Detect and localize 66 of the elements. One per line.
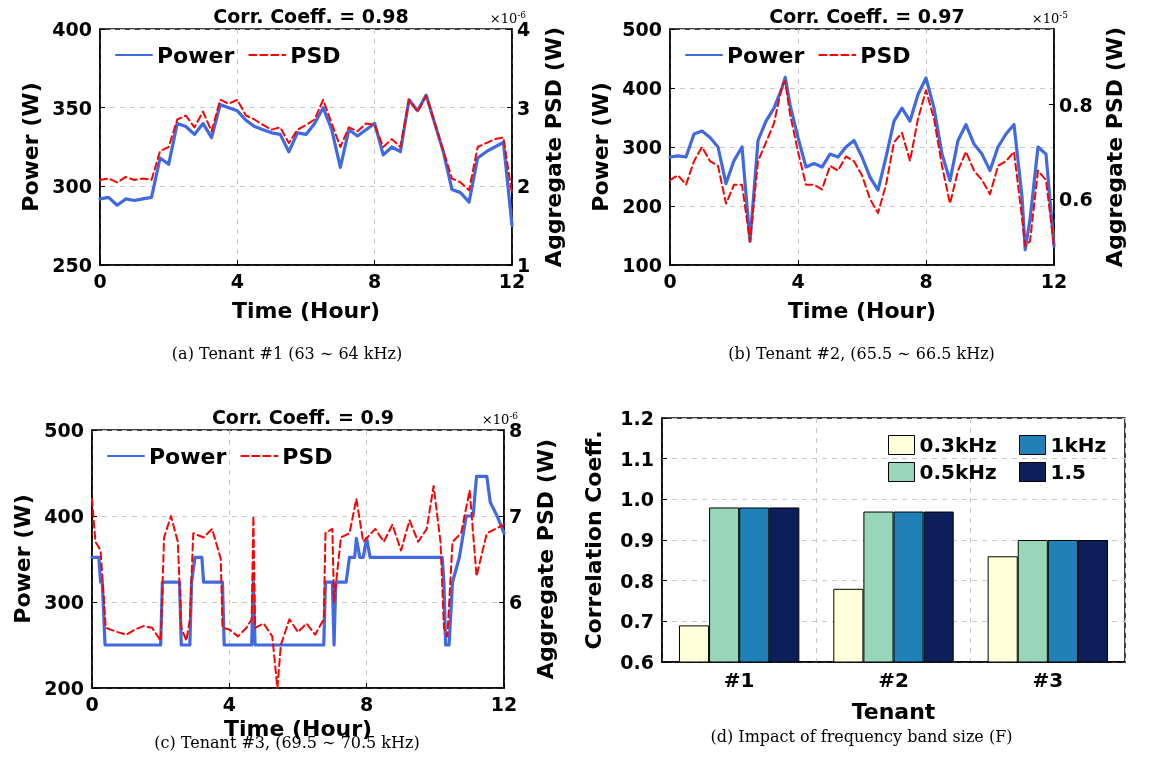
y2-tick-label: 3 — [517, 96, 531, 119]
x-tick-label: #3 — [1032, 668, 1064, 692]
x-tick-label: 12 — [1040, 269, 1068, 292]
y-tick-label: 1.1 — [620, 447, 654, 470]
x-tick-label: 0 — [663, 269, 677, 292]
y2-tick-label: 6 — [509, 591, 523, 613]
legend-label: PSD — [860, 42, 911, 68]
x-tick-label: 8 — [919, 269, 933, 292]
legend-label: 0.5kHz — [919, 460, 997, 484]
y2-axis-title: Aggregate PSD (W) — [532, 438, 558, 680]
y-tick-label: 1.2 — [620, 407, 654, 429]
y-tick-label: 100 — [622, 254, 662, 276]
x-tick-label: 0 — [93, 269, 107, 292]
y-tick-label: 350 — [52, 96, 92, 119]
x-tick-label: 12 — [490, 692, 518, 715]
y2-tick-label: 0.6 — [1059, 187, 1093, 210]
y-tick-label: 500 — [44, 419, 84, 441]
y-axis-title: Correlation Coeff. — [580, 430, 606, 650]
text: (d) Impact of frequency band size (F) — [710, 726, 1013, 746]
text: (a) Tenant #1 (63 ∼ 64 kHz) — [171, 343, 403, 363]
chart-title: Corr. Coeff. = 0.97 — [769, 4, 965, 27]
x-tick-label: 4 — [230, 269, 244, 292]
legend-label: Power — [149, 443, 227, 469]
y2-tick-label: 2 — [517, 175, 531, 198]
y-tick-label: 300 — [44, 591, 84, 613]
y-tick-label: 200 — [44, 677, 84, 699]
y2-axis-title: Aggregate PSD (W) — [540, 26, 566, 268]
legend-label: Power — [157, 42, 235, 68]
y-tick-label: 300 — [622, 136, 662, 158]
y-tick-label: 400 — [622, 77, 662, 99]
x-tick-label: 8 — [368, 269, 382, 292]
y2-tick-label: 0.8 — [1059, 93, 1093, 116]
y-tick-label: 250 — [52, 254, 92, 276]
y-tick-label: 0.7 — [620, 610, 654, 633]
chart-title: Corr. Coeff. = 0.98 — [213, 4, 409, 27]
x-axis-title: Time (Hour) — [787, 297, 937, 323]
y-tick-label: 500 — [622, 18, 662, 40]
x-axis-title: Time (Hour) — [231, 297, 381, 323]
y-tick-label: 300 — [52, 175, 92, 198]
x-tick-label: 4 — [222, 692, 236, 715]
legend-label: PSD — [290, 42, 341, 68]
x-tick-label: 8 — [360, 692, 374, 715]
y-tick-label: 400 — [52, 18, 92, 40]
y-tick-label: 0.9 — [620, 529, 654, 551]
y2-tick-label: 7 — [509, 505, 523, 527]
legend-label: 0.3kHz — [919, 433, 997, 457]
x-tick-label: 0 — [85, 692, 99, 715]
text: (b) Tenant #2, (65.5 ∼ 66.5 kHz) — [728, 343, 995, 363]
legend-label: 1kHz — [1050, 433, 1107, 457]
x-tick-label: #1 — [723, 668, 755, 692]
x-axis-title: Tenant — [851, 698, 936, 724]
y-axis-title: Power (W) — [587, 82, 613, 212]
y-axis-title: Power (W) — [9, 494, 35, 624]
x-tick-label: #2 — [878, 668, 909, 692]
y-tick-label: 200 — [622, 195, 662, 217]
y-tick-label: 0.6 — [620, 651, 654, 673]
x-tick-label: 4 — [791, 269, 805, 292]
chart-title: Corr. Coeff. = 0.9 — [211, 405, 395, 428]
legend-label: PSD — [282, 443, 333, 469]
y-axis-title: Power (W) — [17, 82, 43, 212]
y2-axis-title: Aggregate PSD (W) — [1102, 26, 1128, 268]
legend-label: 1.5 — [1050, 460, 1086, 484]
y-tick-label: 1.0 — [620, 488, 654, 511]
y-tick-label: 400 — [44, 505, 84, 527]
legend-label: Power — [727, 42, 805, 68]
y-tick-label: 0.8 — [620, 569, 654, 592]
